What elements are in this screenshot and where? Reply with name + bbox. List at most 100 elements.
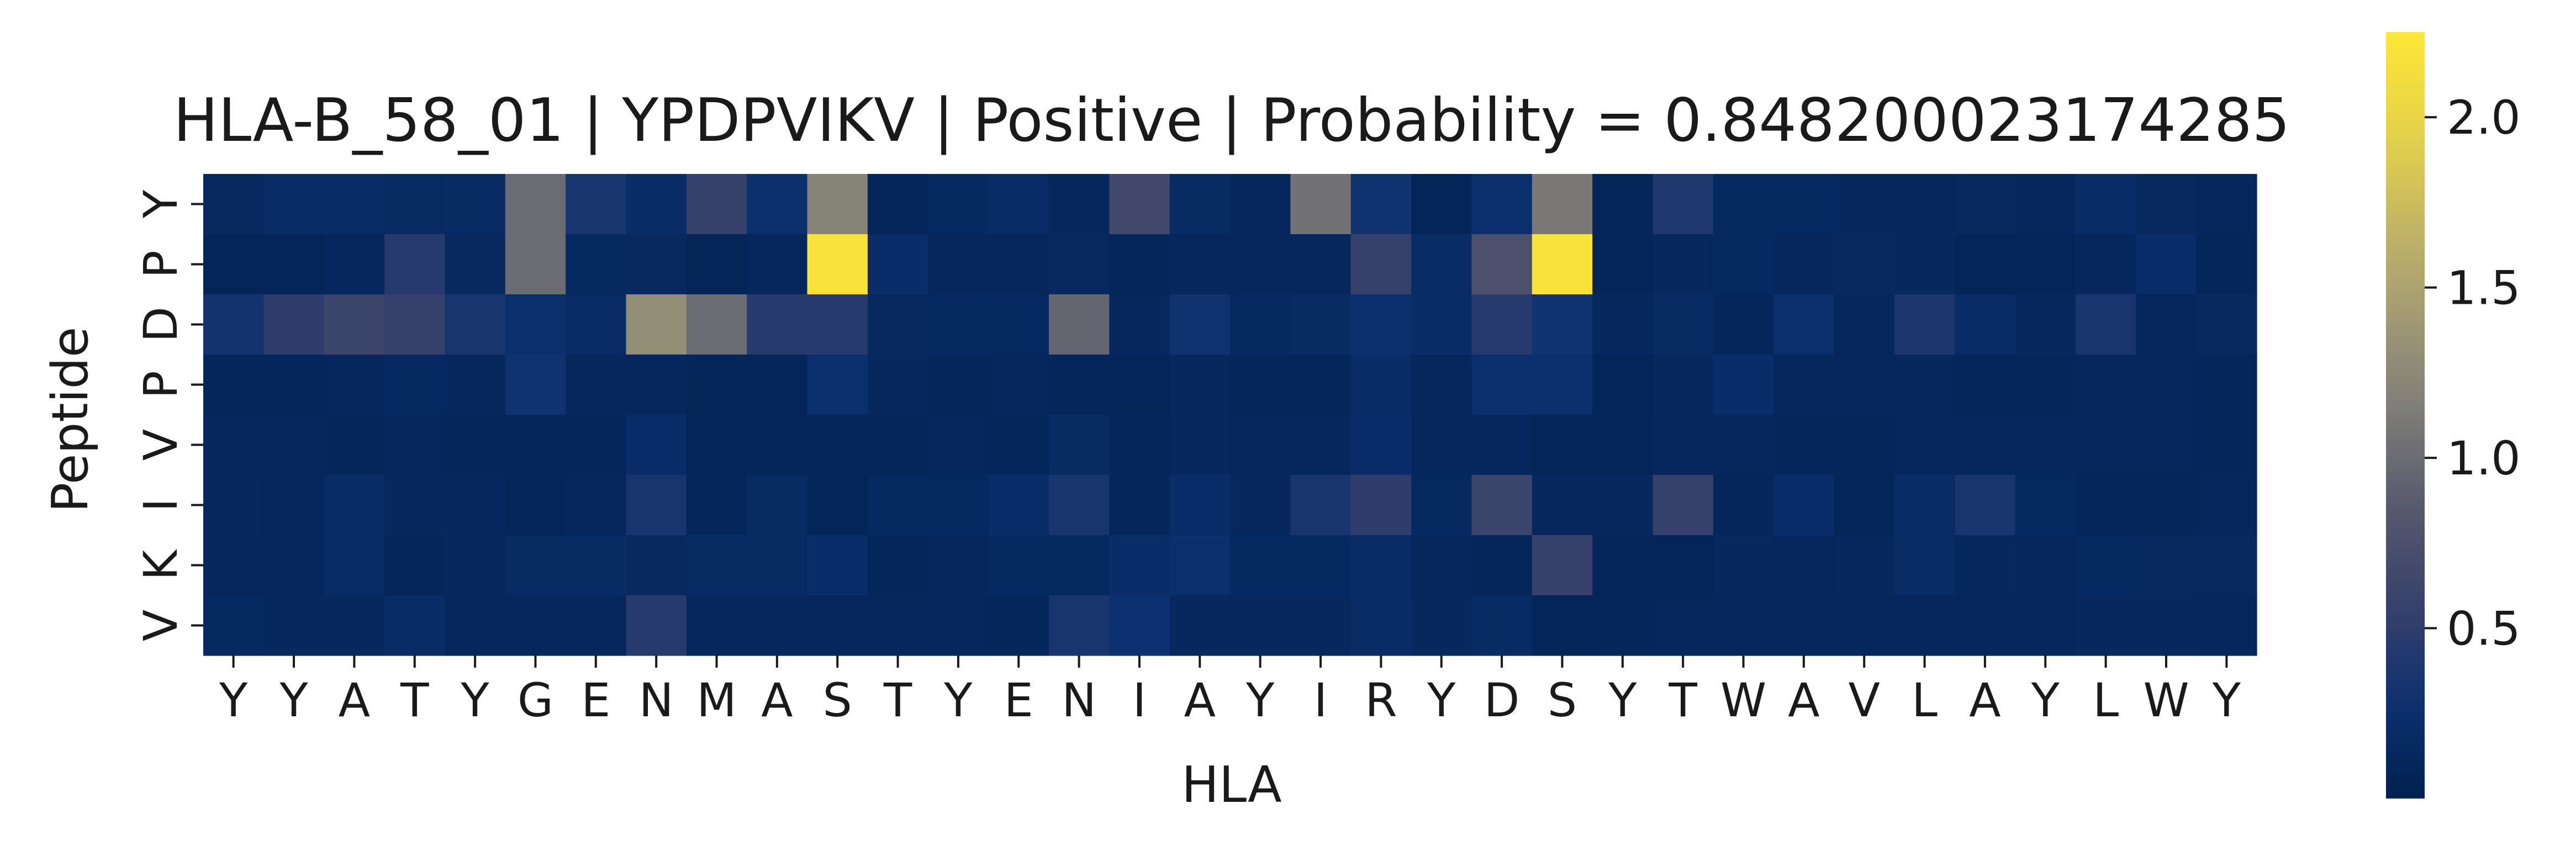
heatmap-cell — [1713, 355, 1774, 415]
heatmap-cell — [867, 294, 928, 355]
heatmap-cell — [1350, 475, 1412, 536]
heatmap-cell — [686, 234, 747, 295]
heatmap-cell — [2015, 475, 2076, 536]
heatmap-cell — [1592, 475, 1654, 536]
heatmap-cell — [1411, 595, 1472, 656]
heatmap-cell — [203, 415, 264, 475]
x-tick-label: E — [581, 673, 610, 727]
heatmap-cell — [807, 234, 868, 295]
heatmap-cell — [1834, 535, 1895, 596]
heatmap-cell — [384, 475, 446, 536]
y-tick-label: P — [134, 250, 188, 278]
heatmap-cell — [867, 174, 928, 235]
heatmap-cell — [1894, 535, 1955, 596]
heatmap-cell — [203, 475, 264, 536]
heatmap-cell — [2136, 234, 2197, 295]
heatmap-cell — [747, 415, 808, 475]
heatmap-cell — [1048, 234, 1110, 295]
y-axis-label: Peptide — [41, 327, 99, 512]
heatmap-cell — [1834, 355, 1895, 415]
x-tick-label: M — [696, 673, 736, 727]
chart-title: HLA-B_58_01 | YPDPVIKV | Positive | Prob… — [173, 86, 2290, 155]
heatmap-cell — [1894, 415, 1955, 475]
heatmap-cell — [1653, 234, 1714, 295]
heatmap-cell — [324, 475, 385, 536]
heatmap-cell — [1290, 475, 1352, 536]
heatmap-cell — [747, 355, 808, 415]
heatmap-cell — [384, 355, 446, 415]
heatmap-cell — [1350, 595, 1412, 656]
heatmap-cell — [867, 535, 928, 596]
heatmap-cell — [2075, 355, 2136, 415]
heatmap-cell — [1532, 415, 1593, 475]
heatmap-cell — [1290, 355, 1352, 415]
heatmap-cell — [1592, 415, 1654, 475]
heatmap-cell — [1109, 174, 1170, 235]
heatmap-cell — [1955, 415, 2016, 475]
heatmap-cell — [1169, 174, 1231, 235]
heatmap-cell — [928, 475, 989, 536]
x-tick-label: N — [1062, 673, 1096, 727]
heatmap-cell — [324, 415, 385, 475]
heatmap-cell — [324, 174, 385, 235]
x-tick-label: E — [1004, 673, 1033, 727]
x-tick-label: T — [400, 673, 429, 727]
heatmap-cell — [867, 415, 928, 475]
x-tick-label: Y — [279, 673, 308, 727]
heatmap-cell — [1653, 294, 1714, 355]
heatmap-cell — [1230, 174, 1291, 235]
heatmap-cell — [1048, 475, 1110, 536]
y-tick-label: D — [134, 306, 188, 342]
heatmap-cell — [2015, 415, 2076, 475]
heatmap-cell — [2136, 174, 2197, 235]
heatmap-cell — [263, 595, 325, 656]
heatmap-cell — [1894, 174, 1955, 235]
heatmap-cell — [1230, 535, 1291, 596]
heatmap-cell — [1653, 475, 1714, 536]
heatmap-cell — [505, 595, 566, 656]
colorbar-ticks: 0.5 1.0 1.5 2.0 — [2425, 91, 2521, 656]
heatmap-cells — [203, 174, 2257, 656]
heatmap-cell — [505, 234, 566, 295]
heatmap-cell — [1471, 174, 1533, 235]
heatmap-cell — [324, 535, 385, 596]
heatmap-cell — [686, 535, 747, 596]
heatmap-cell — [1653, 535, 1714, 596]
y-axis-ticks: YPDPVIKV — [134, 189, 203, 641]
heatmap-cell — [807, 415, 868, 475]
x-tick-label: Y — [943, 673, 973, 727]
x-tick-label: Y — [1245, 673, 1275, 727]
x-tick-label: W — [2143, 673, 2189, 727]
heatmap-cell — [988, 595, 1049, 656]
heatmap-cell — [928, 174, 989, 235]
heatmap-cell — [1169, 294, 1231, 355]
heatmap-cell — [263, 415, 325, 475]
heatmap-cell — [2136, 415, 2197, 475]
heatmap-cell — [1411, 415, 1472, 475]
heatmap-cell — [988, 234, 1049, 295]
heatmap-cell — [1471, 595, 1533, 656]
heatmap-cell — [867, 234, 928, 295]
colorbar-tick-label: 0.5 — [2447, 602, 2521, 656]
heatmap-cell — [1471, 234, 1533, 295]
x-axis-label: HLA — [1181, 756, 1281, 814]
heatmap-cell — [867, 595, 928, 656]
heatmap-cell — [1532, 475, 1593, 536]
heatmap-cell — [2015, 595, 2076, 656]
heatmap-cell — [445, 475, 506, 536]
x-tick-label: R — [1365, 673, 1397, 727]
heatmap-cell — [626, 174, 687, 235]
x-tick-label: G — [518, 673, 553, 727]
heatmap-cell — [2136, 294, 2197, 355]
heatmap-cell — [1350, 535, 1412, 596]
heatmap-cell — [2196, 294, 2257, 355]
heatmap-cell — [2015, 174, 2076, 235]
heatmap-cell — [1290, 294, 1352, 355]
heatmap-cell — [445, 234, 506, 295]
heatmap-cell — [747, 535, 808, 596]
heatmap-cell — [1532, 355, 1593, 415]
heatmap-cell — [2075, 234, 2136, 295]
heatmap-cell — [2136, 355, 2197, 415]
heatmap-cell — [445, 294, 506, 355]
